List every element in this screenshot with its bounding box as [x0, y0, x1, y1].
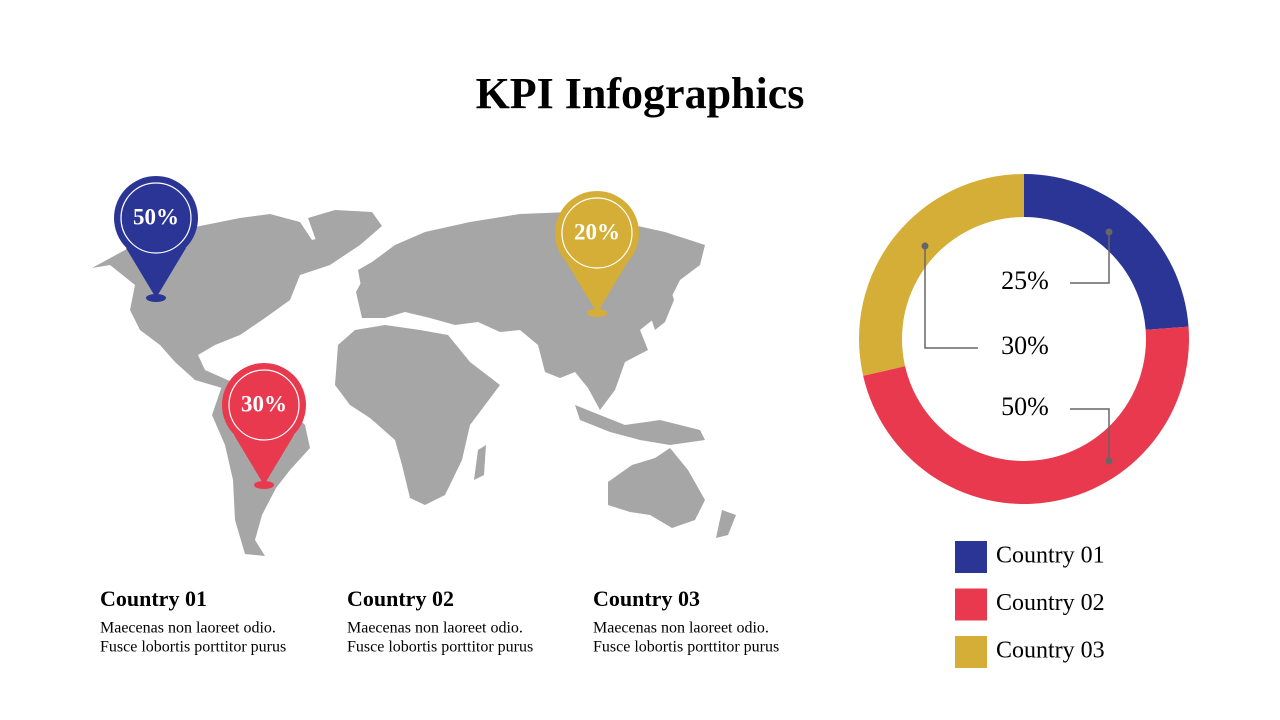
pin-ring	[120, 182, 192, 254]
value-label: 30%	[1001, 331, 1049, 360]
world-map	[92, 210, 736, 556]
pin-ring	[228, 369, 300, 441]
legend-label: Country 03	[996, 638, 1105, 664]
country-text: Fusce lobortis porttitor purus	[593, 639, 779, 656]
pins: 50% 30% 20%	[114, 176, 639, 489]
pin-label: 20%	[574, 219, 620, 244]
japan	[650, 280, 674, 330]
greenland	[308, 210, 382, 256]
legend-swatch	[955, 588, 987, 621]
country-text: Maecenas non laoreet odio.	[100, 620, 276, 637]
donut-segment	[1024, 174, 1189, 330]
legend-label: Country 01	[996, 543, 1105, 569]
donut-chart: 25% 50% 30% Country 01 Country 02 Country 03	[859, 173, 1189, 668]
slide-title: KPI Infographics	[476, 69, 805, 118]
country-text: Fusce lobortis porttitor purus	[347, 639, 533, 656]
pin	[234, 435, 294, 485]
pin-ring	[561, 197, 633, 269]
pin-label: 30%	[241, 391, 287, 416]
country-heading: Country 03	[593, 586, 700, 611]
pin-head	[114, 176, 198, 260]
value-label: 25%	[1001, 266, 1049, 295]
australia	[608, 448, 705, 528]
country-text: Maecenas non laoreet odio.	[593, 620, 769, 637]
country-text: Maecenas non laoreet odio.	[347, 620, 523, 637]
leader-dot	[1105, 228, 1113, 236]
new-zealand	[716, 510, 736, 538]
value-label: 50%	[1001, 392, 1049, 421]
donut-segment	[859, 173, 1024, 376]
leader-line	[1070, 408, 1110, 461]
pin-head	[222, 363, 306, 447]
pin-label: 50%	[133, 204, 179, 229]
country-heading: Country 02	[347, 586, 454, 611]
madagascar	[474, 445, 486, 480]
africa	[335, 325, 500, 505]
country-heading: Country 01	[100, 586, 207, 611]
leader-line	[924, 246, 978, 349]
legend-label: Country 02	[996, 590, 1105, 616]
leader-line	[1070, 232, 1110, 284]
uk	[358, 262, 376, 292]
leader-dot	[1105, 457, 1113, 465]
pin-head	[555, 191, 639, 275]
pin	[126, 248, 186, 298]
islands	[575, 405, 705, 445]
country-notes: Country 01 Maecenas non laoreet odio. Fusc…	[100, 586, 779, 656]
pin	[567, 263, 627, 313]
leader-dot	[921, 242, 929, 250]
legend-swatch	[955, 636, 987, 668]
country-text: Fusce lobortis porttitor purus	[100, 639, 286, 656]
legend-swatch	[955, 541, 987, 573]
